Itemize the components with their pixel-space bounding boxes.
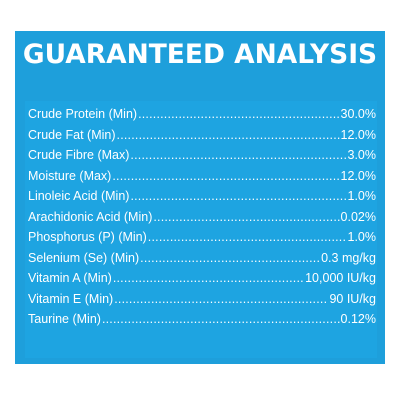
nutrient-value: 0.02% <box>340 209 376 224</box>
nutrient-label: Vitamin A (Min) <box>28 271 112 285</box>
dot-leader <box>113 272 304 282</box>
dot-leader <box>102 313 340 323</box>
dot-leader <box>148 231 347 241</box>
nutrient-label: Crude Protein (Min) <box>28 107 138 121</box>
analysis-row: Crude Fat (Min) 12.0% <box>28 128 376 149</box>
nutrient-value: 0.12% <box>340 312 376 326</box>
nutrient-label: Phosphorus (P) (Min) <box>28 230 147 244</box>
dot-leader <box>138 108 339 118</box>
analysis-row: Linoleic Acid (Min) 1.0% <box>28 189 376 210</box>
nutrient-value: 90 IU/kg <box>329 291 376 306</box>
panel-title: GUARANTEED ANALYSIS <box>22 39 378 70</box>
nutrient-label: Crude Fibre (Max) <box>28 148 130 162</box>
analysis-row: Selenium (Se) (Min) 0.3 mg/kg <box>28 251 376 272</box>
dot-leader <box>153 211 339 221</box>
analysis-table: Crude Protein (Min) 30.0% Crude Fat (Min… <box>25 101 377 358</box>
dot-leader <box>112 170 339 180</box>
nutrient-value: 12.0% <box>340 127 376 142</box>
analysis-row: Crude Fibre (Max) 3.0% <box>28 148 376 169</box>
nutrient-value: 1.0% <box>347 189 377 203</box>
dot-leader <box>117 129 340 139</box>
dot-leader <box>140 252 320 262</box>
nutrient-label: Moisture (Max) <box>28 168 112 183</box>
nutrient-value: 3.0% <box>347 148 377 162</box>
dot-leader <box>130 190 346 200</box>
nutrient-value: 10,000 IU/kg <box>305 271 376 285</box>
nutrient-label: Crude Fat (Min) <box>28 127 116 142</box>
analysis-rows: Crude Protein (Min) 30.0% Crude Fat (Min… <box>28 107 376 333</box>
guaranteed-analysis-panel: GUARANTEED ANALYSIS Crude Protein (Min) … <box>15 31 385 364</box>
analysis-row: Crude Protein (Min) 30.0% <box>28 107 376 128</box>
nutrient-label: Vitamin E (Min) <box>28 291 114 306</box>
nutrient-value: 1.0% <box>347 230 377 244</box>
nutrient-value: 12.0% <box>340 168 376 183</box>
nutrient-label: Arachidonic Acid (Min) <box>28 209 153 224</box>
analysis-row: Arachidonic Acid (Min) 0.02% <box>28 210 376 231</box>
analysis-row: Vitamin E (Min) 90 IU/kg <box>28 292 376 313</box>
dot-leader <box>130 149 346 159</box>
nutrient-label: Selenium (Se) (Min) <box>28 250 140 265</box>
dot-leader <box>114 293 328 303</box>
nutrient-value: 0.3 mg/kg <box>321 250 376 265</box>
analysis-row: Taurine (Min) 0.12% <box>28 312 376 333</box>
analysis-row: Moisture (Max) 12.0% <box>28 169 376 190</box>
analysis-row: Phosphorus (P) (Min) 1.0% <box>28 230 376 251</box>
analysis-row: Vitamin A (Min) 10,000 IU/kg <box>28 271 376 292</box>
nutrient-value: 30.0% <box>340 107 376 121</box>
nutrient-label: Linoleic Acid (Min) <box>28 189 130 203</box>
nutrient-label: Taurine (Min) <box>28 312 101 326</box>
